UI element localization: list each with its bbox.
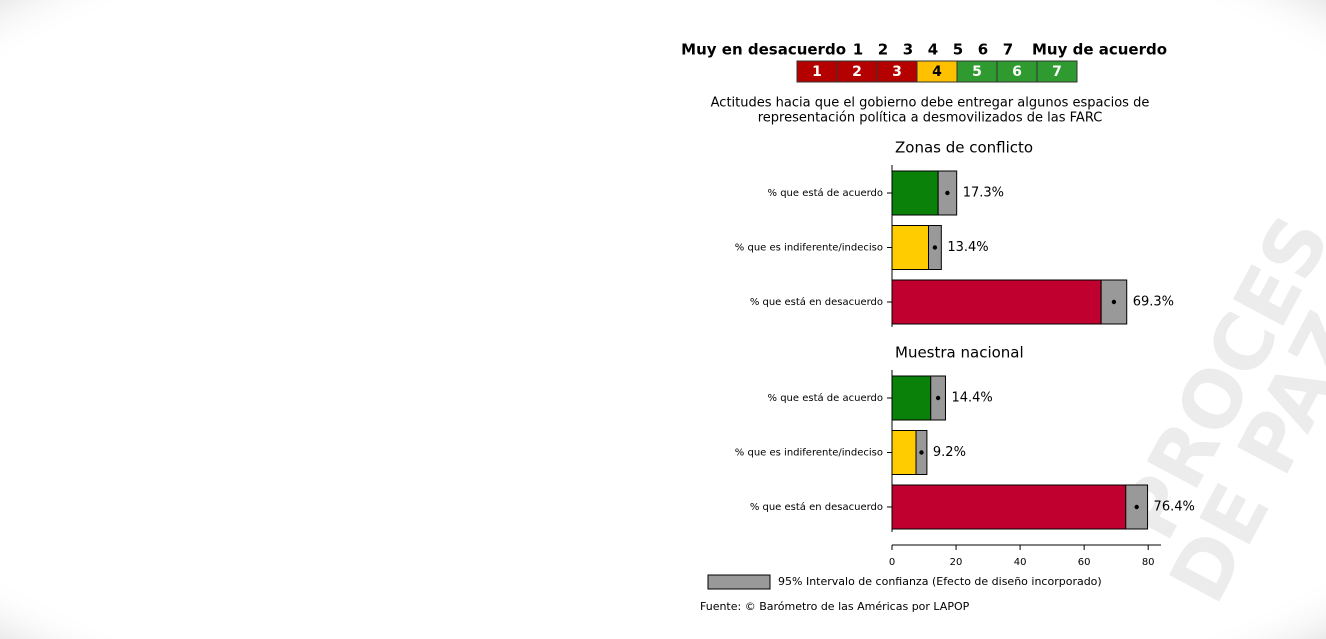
value-label: 14.4%: [951, 391, 992, 406]
value-label: 17.3%: [963, 186, 1004, 201]
scale-box-number: 5: [972, 64, 982, 80]
legend-swatch: [707, 574, 771, 590]
scale-box-number: 7: [1052, 64, 1062, 80]
scale-box-number: 4: [932, 64, 942, 80]
scale-box: [1036, 60, 1078, 83]
value-label: 9.2%: [933, 445, 966, 460]
bar: [891, 225, 930, 270]
y-tick-label: % que es indiferente/indeciso: [735, 243, 883, 254]
scale-number: 2: [878, 41, 888, 59]
panel-title: Muestra nacional: [895, 344, 1024, 362]
scale-box-number: 2: [852, 64, 862, 80]
point: [919, 450, 924, 455]
y-tick-label: % que está de acuerdo: [768, 392, 883, 404]
y-tick-label: % que está en desacuerdo: [750, 296, 883, 308]
x-tick-label: 60: [1078, 557, 1091, 568]
scale-left: Muy en desacuerdo: [681, 41, 846, 59]
point: [1111, 299, 1117, 305]
bar: [891, 375, 932, 421]
point: [932, 245, 938, 250]
scale-box-number: 3: [892, 64, 902, 80]
scale-number: 7: [1003, 41, 1013, 59]
x-tick-label: 20: [950, 557, 963, 568]
scale-number: 1: [853, 41, 863, 59]
bar: [891, 484, 1127, 530]
x-tick-label: 40: [1014, 557, 1027, 568]
scale-box-number: 6: [1012, 64, 1022, 80]
chart-title: Actitudes hacia que el gobierno debe ent…: [711, 96, 1150, 111]
bar: [891, 170, 939, 216]
y-tick-label: % que es indiferente/indeciso: [735, 448, 883, 459]
scale-number: 5: [953, 41, 963, 59]
point: [935, 395, 941, 401]
bar: [891, 430, 917, 475]
legend-label: 95% Intervalo de confianza (Efecto de di…: [778, 575, 1102, 588]
y-tick-label: % que está en desacuerdo: [750, 501, 883, 513]
point: [945, 190, 950, 196]
point: [1134, 504, 1139, 510]
x-tick-label: 80: [1142, 557, 1155, 568]
chart-title: representación política a desmovilizados…: [758, 111, 1103, 126]
scale-number: 6: [978, 41, 988, 59]
source: Fuente: © Barómetro de las Américas por …: [700, 600, 970, 613]
panel-title: Zonas de conflicto: [895, 139, 1033, 157]
scale-number: 4: [928, 41, 938, 59]
scale-box-number: 1: [812, 64, 822, 80]
scale-number: 3: [903, 41, 913, 59]
bar: [891, 279, 1102, 325]
x-tick-label: 0: [889, 557, 895, 568]
y-tick-label: % que está de acuerdo: [768, 187, 883, 199]
value-label: 76.4%: [1154, 500, 1195, 515]
value-label: 69.3%: [1133, 295, 1174, 310]
value-label: 13.4%: [947, 240, 988, 255]
scale-right: Muy de acuerdo: [1032, 41, 1167, 59]
